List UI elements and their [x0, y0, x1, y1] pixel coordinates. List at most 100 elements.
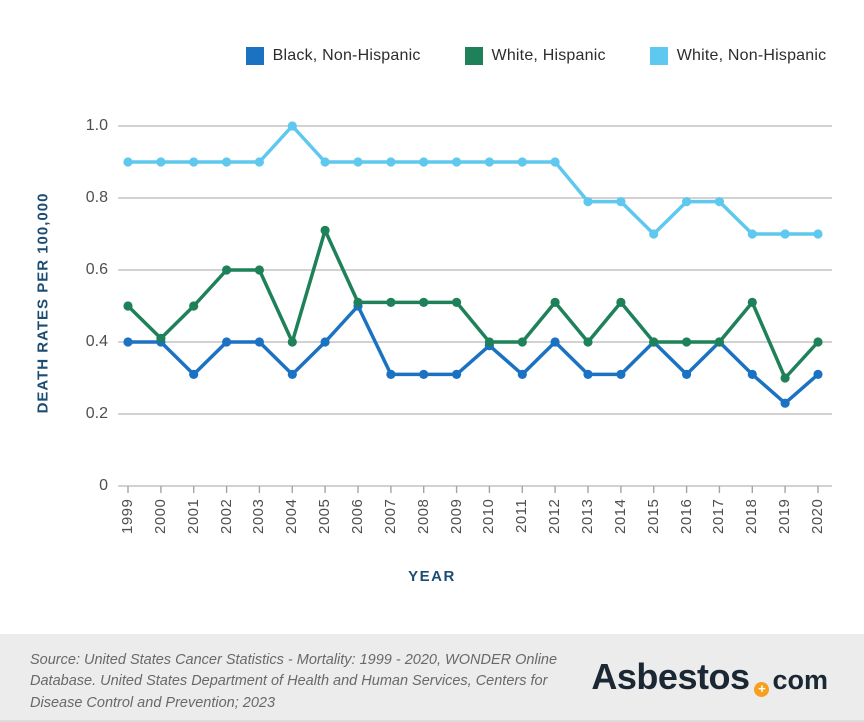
- data-point: [189, 301, 199, 311]
- logo-brand-text: Asbestos: [591, 656, 750, 697]
- data-point: [747, 297, 757, 307]
- data-point: [419, 297, 429, 307]
- x-tick-label: 2012: [546, 499, 564, 535]
- data-point: [452, 157, 462, 167]
- line-chart-canvas: [118, 121, 832, 493]
- source-footer: Source: United States Cancer Statistics …: [0, 634, 864, 722]
- data-point: [320, 157, 330, 167]
- data-point: [550, 297, 560, 307]
- data-point: [747, 229, 757, 239]
- x-axis-title: YEAR: [408, 568, 456, 585]
- data-point: [353, 297, 363, 307]
- data-point: [123, 157, 133, 167]
- data-point: [616, 297, 626, 307]
- data-point: [452, 297, 462, 307]
- data-point: [550, 157, 560, 167]
- data-point: [813, 369, 823, 379]
- data-point: [484, 337, 494, 347]
- series-line: [126, 228, 820, 380]
- y-tick-label: 0.6: [85, 261, 108, 278]
- data-point: [386, 369, 396, 379]
- y-tick-label: 1.0: [85, 117, 108, 134]
- x-tick-label: 2007: [381, 499, 399, 535]
- x-tick-label: 1999: [119, 499, 136, 535]
- data-point: [287, 337, 297, 347]
- y-tick-label: 0.4: [85, 333, 108, 350]
- data-point: [156, 333, 166, 343]
- legend-item-white-non-hispanic: White, Non-Hispanic: [649, 47, 827, 65]
- data-point: [386, 157, 396, 167]
- data-point: [517, 157, 527, 167]
- plot-area: [118, 121, 832, 494]
- data-point: [353, 157, 363, 167]
- data-point: [156, 157, 166, 167]
- series-line: [126, 304, 820, 405]
- data-point: [222, 265, 232, 275]
- x-tick-label: 2003: [250, 499, 268, 535]
- data-point: [682, 369, 692, 379]
- x-tick-label: 2018: [743, 499, 761, 535]
- data-point: [189, 157, 199, 167]
- data-point: [550, 337, 560, 347]
- data-point: [484, 157, 494, 167]
- y-axis-title: DEATH RATES PER 100,000: [34, 192, 52, 414]
- data-point: [780, 229, 790, 239]
- x-tick-label: 2017: [710, 499, 728, 535]
- data-point: [222, 157, 232, 167]
- x-tick-label: 2015: [644, 499, 662, 535]
- data-point: [123, 301, 133, 311]
- legend-label: White, Non-Hispanic: [676, 47, 827, 64]
- data-point: [287, 369, 297, 379]
- data-point: [419, 369, 429, 379]
- data-point: [254, 337, 264, 347]
- asbestos-com-logo: Asbestos + com: [591, 656, 828, 698]
- data-point: [616, 369, 626, 379]
- x-tick-label: 2004: [283, 499, 301, 535]
- legend-label: White, Hispanic: [491, 47, 606, 64]
- data-point: [813, 337, 823, 347]
- data-point: [287, 121, 297, 131]
- legend-label: Black, Non-Hispanic: [272, 47, 421, 64]
- series-line: [126, 124, 820, 236]
- data-point: [222, 337, 232, 347]
- x-tick-label: 2010: [480, 499, 498, 535]
- x-tick-label: 2005: [316, 499, 334, 535]
- data-point: [320, 337, 330, 347]
- legend-swatch-icon: [245, 47, 264, 65]
- data-point: [747, 369, 757, 379]
- data-point: [452, 369, 462, 379]
- data-point: [583, 337, 593, 347]
- x-tick-label: 2009: [447, 499, 465, 535]
- orange-plus-dot-icon: +: [754, 682, 770, 697]
- data-point: [780, 398, 790, 408]
- data-point: [714, 337, 725, 347]
- data-point: [254, 265, 264, 275]
- y-tick-label: 0.2: [85, 405, 108, 422]
- x-tick-label: 2002: [217, 499, 235, 535]
- chart-legend: Black, Non-Hispanic White, Hispanic Whit…: [0, 47, 864, 65]
- data-point: [386, 297, 396, 307]
- x-tick-label: 2014: [611, 499, 629, 535]
- data-point: [616, 197, 626, 207]
- data-point: [649, 229, 659, 239]
- data-point: [583, 197, 593, 207]
- x-tick-label: 2000: [151, 499, 169, 535]
- data-point: [320, 225, 330, 235]
- data-point: [813, 229, 823, 239]
- source-attribution: Source: United States Cancer Statistics …: [30, 652, 558, 711]
- x-tick-label: 2019: [776, 499, 794, 535]
- x-tick-label: 2016: [677, 499, 695, 535]
- data-point: [682, 337, 692, 347]
- y-tick-label: 0: [99, 477, 108, 494]
- data-point: [517, 337, 527, 347]
- data-point: [649, 337, 659, 347]
- x-tick-label: 2011: [513, 499, 531, 534]
- x-tick-label: 2020: [809, 499, 826, 535]
- x-tick-label: 2001: [184, 499, 202, 535]
- data-point: [714, 197, 725, 207]
- data-point: [780, 373, 790, 383]
- legend-swatch-icon: [649, 47, 668, 65]
- x-tick-label: 2006: [349, 499, 366, 535]
- data-point: [682, 197, 692, 207]
- legend-item-black-non-hispanic: Black, Non-Hispanic: [245, 47, 421, 65]
